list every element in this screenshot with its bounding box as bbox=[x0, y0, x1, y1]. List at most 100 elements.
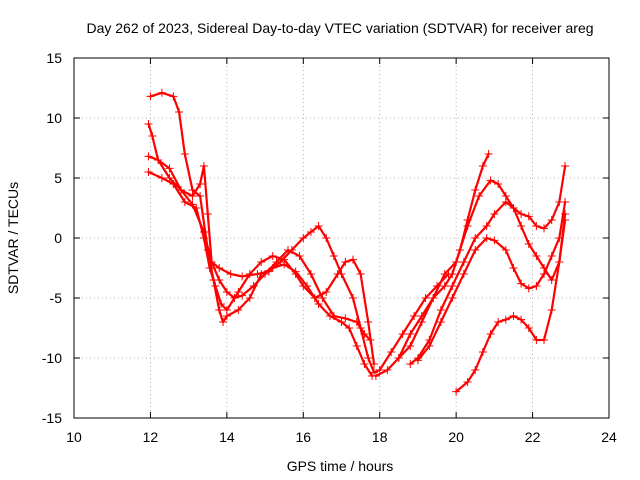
data-point bbox=[180, 198, 189, 206]
data-point bbox=[406, 342, 415, 350]
data-point bbox=[322, 234, 331, 242]
data-point bbox=[509, 204, 518, 212]
data-point bbox=[299, 282, 308, 290]
x-tick-label: 18 bbox=[372, 429, 388, 445]
data-point bbox=[448, 282, 457, 290]
data-point bbox=[199, 162, 208, 170]
data-point bbox=[333, 270, 342, 278]
data-point bbox=[406, 360, 415, 368]
data-point bbox=[509, 264, 518, 272]
data-point bbox=[226, 270, 235, 278]
data-point bbox=[245, 270, 254, 278]
series-line bbox=[374, 152, 490, 378]
series-9 bbox=[452, 216, 570, 396]
data-point bbox=[486, 176, 495, 185]
data-point bbox=[440, 282, 449, 290]
data-point bbox=[169, 92, 178, 101]
data-point bbox=[501, 246, 510, 254]
x-tick-label: 14 bbox=[219, 429, 235, 445]
data-point bbox=[417, 312, 426, 320]
x-axis-title: GPS time / hours bbox=[287, 458, 394, 474]
data-point bbox=[188, 192, 197, 200]
data-point bbox=[436, 306, 445, 314]
data-point bbox=[524, 212, 533, 221]
data-point bbox=[169, 180, 178, 188]
data-point bbox=[314, 300, 323, 308]
data-point bbox=[211, 282, 220, 290]
data-point bbox=[547, 216, 556, 224]
data-point bbox=[157, 174, 166, 182]
data-point bbox=[517, 210, 526, 218]
data-point bbox=[215, 276, 224, 284]
data-point bbox=[471, 366, 480, 374]
data-point bbox=[421, 294, 430, 302]
data-point bbox=[547, 276, 556, 284]
data-point bbox=[532, 252, 541, 260]
data-point bbox=[517, 315, 526, 324]
y-tick-label: 5 bbox=[54, 170, 62, 186]
data-point bbox=[154, 156, 163, 164]
data-point bbox=[524, 240, 533, 248]
data-point bbox=[360, 360, 369, 368]
data-point bbox=[348, 294, 357, 302]
data-point bbox=[272, 258, 281, 266]
data-point bbox=[383, 366, 392, 374]
data-point bbox=[406, 330, 415, 338]
data-point bbox=[532, 222, 541, 230]
x-tick-label: 24 bbox=[601, 429, 617, 445]
data-point bbox=[345, 324, 354, 332]
data-point bbox=[341, 314, 350, 323]
data-point bbox=[547, 252, 556, 260]
data-point bbox=[524, 324, 533, 332]
tick-labels: 10 12 14 16 18 20 22 24 -15 -10 -5 0 5 10 15 bbox=[42, 50, 617, 445]
y-tick-label: -5 bbox=[50, 290, 63, 306]
y-axis-title: SDTVAR / TECUs bbox=[5, 182, 21, 294]
data-point bbox=[482, 234, 491, 242]
data-point bbox=[517, 279, 526, 288]
data-point bbox=[318, 294, 327, 302]
data-point bbox=[490, 236, 499, 245]
data-point bbox=[219, 318, 228, 326]
series-line bbox=[147, 170, 376, 366]
series-2 bbox=[144, 120, 453, 377]
data-point bbox=[257, 258, 266, 266]
data-point bbox=[532, 336, 541, 344]
data-point bbox=[234, 288, 243, 296]
data-point bbox=[165, 164, 174, 173]
data-point bbox=[463, 222, 472, 230]
data-point bbox=[475, 192, 484, 200]
data-point bbox=[471, 186, 480, 194]
data-point bbox=[448, 270, 457, 278]
data-point bbox=[561, 198, 570, 206]
data-point bbox=[555, 258, 564, 266]
x-tick-label: 22 bbox=[525, 429, 541, 445]
data-point bbox=[501, 198, 510, 206]
data-point bbox=[157, 88, 166, 97]
data-point bbox=[329, 252, 338, 260]
data-point bbox=[540, 224, 549, 233]
data-point bbox=[436, 318, 445, 326]
data-point bbox=[452, 387, 461, 396]
data-point bbox=[196, 180, 205, 188]
data-point bbox=[352, 318, 361, 326]
data-point bbox=[222, 288, 231, 296]
data-point bbox=[486, 330, 495, 338]
data-point bbox=[478, 348, 487, 356]
data-point bbox=[314, 222, 323, 230]
data-point bbox=[364, 354, 373, 362]
data-point bbox=[144, 152, 153, 161]
data-point bbox=[501, 315, 510, 324]
series-6 bbox=[394, 162, 570, 362]
data-point bbox=[369, 368, 378, 377]
x-tick-label: 16 bbox=[295, 429, 311, 445]
data-point bbox=[394, 354, 403, 362]
series-line bbox=[416, 200, 567, 362]
data-point bbox=[478, 162, 487, 170]
data-point bbox=[337, 318, 346, 326]
x-tick-label: 20 bbox=[448, 429, 464, 445]
data-point bbox=[144, 120, 153, 128]
data-point bbox=[341, 258, 350, 266]
y-tick-label: 0 bbox=[54, 230, 62, 246]
data-point bbox=[268, 252, 277, 260]
